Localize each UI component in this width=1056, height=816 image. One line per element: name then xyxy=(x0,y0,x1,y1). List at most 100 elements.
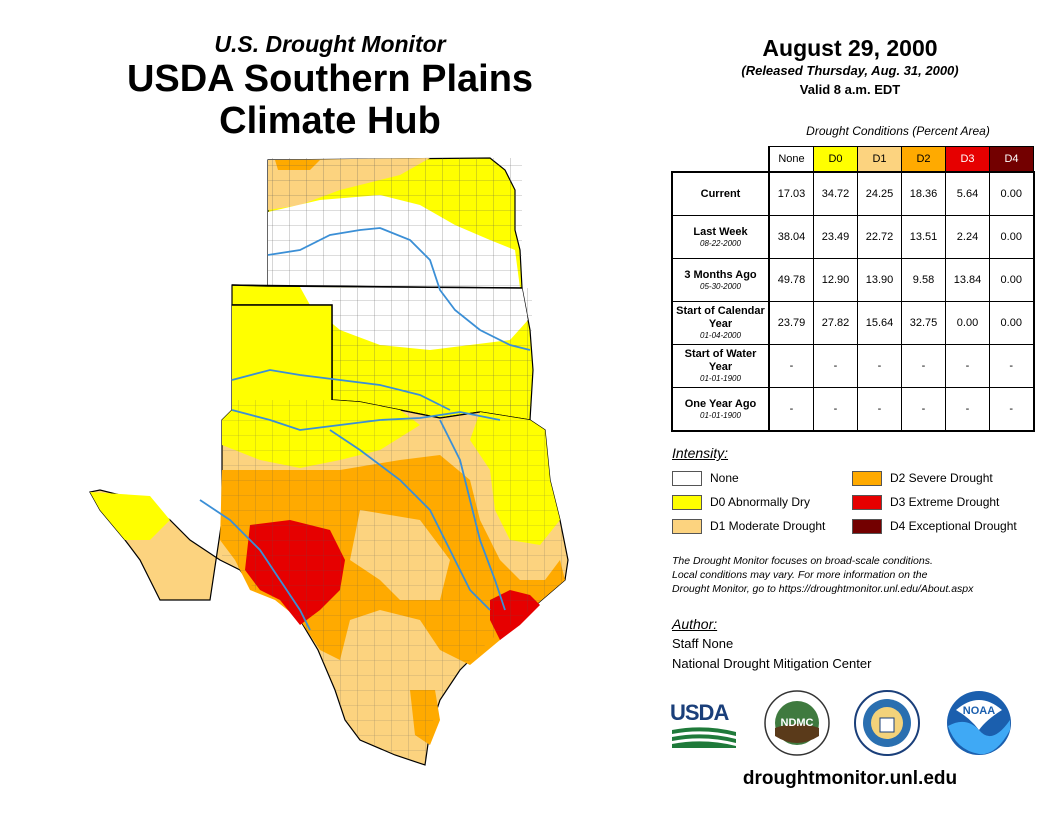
ndmc-logo: NDMC xyxy=(764,690,830,756)
table-cell: 5.64 xyxy=(945,171,990,216)
row-date: 08-22-2000 xyxy=(700,238,741,248)
table-row: 3 Months Ago 05-30-2000 49.78 12.90 13.90… xyxy=(671,258,1035,302)
map-header: U.S. Drought Monitor USDA Southern Plain… xyxy=(80,30,580,142)
table-cell: - xyxy=(901,344,946,388)
legend-item-d1: D1 Moderate Drought xyxy=(672,517,852,535)
row-date: 01-04-2000 xyxy=(700,331,741,340)
row-label: Start of Calendar Year 01-04-2000 xyxy=(671,301,770,345)
row-label-text: Start of Water Year xyxy=(684,348,757,373)
col-d3: D3 xyxy=(945,146,990,173)
oklahoma-county-grid xyxy=(332,288,532,418)
row-label: One Year Ago 01-01-1900 xyxy=(671,387,770,432)
partner-logos: USDA NDMC NOAA xyxy=(670,690,1040,760)
oklahoma-panhandle-border xyxy=(231,284,333,400)
usda-logo-text: USDA xyxy=(670,700,729,725)
table-cell: - xyxy=(901,387,946,432)
row-date: 01-01-1900 xyxy=(700,374,741,383)
map-title-line2: Climate Hub xyxy=(219,100,441,142)
legend-swatch xyxy=(672,470,702,486)
col-d4: D4 xyxy=(989,146,1034,173)
drought-conditions-table: None D0 D1 D2 D3 D4 Current 17.03 34.72 … xyxy=(671,146,1035,432)
table-cell: 23.79 xyxy=(768,301,814,345)
row-label-text: Current xyxy=(700,187,741,200)
table-cell: - xyxy=(813,344,858,388)
canadian-river xyxy=(231,369,451,411)
row-label-text: One Year Ago xyxy=(684,397,757,410)
texas-county-grid xyxy=(222,400,568,765)
table-cell: - xyxy=(989,344,1035,388)
intensity-legend: Intensity: None D2 Severe Drought D0 Abn… xyxy=(672,445,1042,535)
legend-label: None xyxy=(710,471,739,485)
table-cell: - xyxy=(945,344,990,388)
valid-time: Valid 8 a.m. EDT xyxy=(799,82,901,97)
author-block: Author: Staff None National Drought Miti… xyxy=(672,614,1042,674)
table-cell: 9.58 xyxy=(901,258,946,302)
drought-map xyxy=(89,157,569,766)
legend-item-d0: D0 Abnormally Dry xyxy=(672,493,852,511)
legend-label: D4 Exceptional Drought xyxy=(890,519,1017,533)
table-cell: 0.00 xyxy=(989,215,1035,259)
table-cell: 0.00 xyxy=(945,301,990,345)
table-cell: - xyxy=(857,387,902,432)
table-cell: 49.78 xyxy=(768,258,814,302)
note-line: Drought Monitor, go to https://droughtmo… xyxy=(672,583,974,595)
table-cell: 0.00 xyxy=(989,171,1035,216)
legend-item-d2: D2 Severe Drought xyxy=(852,469,1042,487)
colorado-river xyxy=(199,499,311,631)
table-cell: 38.04 xyxy=(768,215,814,259)
table-cell: - xyxy=(813,387,858,432)
row-label: 3 Months Ago 05-30-2000 xyxy=(671,258,770,302)
rivers xyxy=(199,227,531,631)
note-line: The Drought Monitor focuses on broad-sca… xyxy=(672,555,933,567)
table-cell: 27.82 xyxy=(813,301,858,345)
table-cell: 24.25 xyxy=(857,171,902,216)
usda-logo: USDA xyxy=(670,690,738,752)
table-caption: Drought Conditions (Percent Area) xyxy=(806,124,990,138)
legend-swatch xyxy=(852,470,882,486)
texas-west-d0 xyxy=(90,492,170,540)
table-row: One Year Ago 01-01-1900 - - - - - - xyxy=(671,387,1035,432)
table-row: Last Week 08-22-2000 38.04 23.49 22.72 13… xyxy=(671,215,1035,259)
table-cell: - xyxy=(857,344,902,388)
table-header-row: None D0 D1 D2 D3 D4 xyxy=(672,146,1034,173)
row-date: 05-30-2000 xyxy=(700,281,741,291)
table-cell: 0.00 xyxy=(989,301,1035,345)
legend-swatch xyxy=(852,518,882,534)
row-label: Last Week 08-22-2000 xyxy=(671,215,770,259)
table-cell: 34.72 xyxy=(813,171,858,216)
map-subtitle: U.S. Drought Monitor xyxy=(214,31,446,57)
kansas-oklahoma-border xyxy=(267,285,523,289)
col-d1: D1 xyxy=(857,146,902,173)
table-cell: 17.03 xyxy=(768,171,814,216)
legend-label: D2 Severe Drought xyxy=(890,471,993,485)
table-cell: 15.64 xyxy=(857,301,902,345)
table-row: Start of Water Year 01-01-1900 - - - - - … xyxy=(671,344,1035,388)
noaa-logo: NOAA xyxy=(947,691,1011,755)
legend-item-d3: D3 Extreme Drought xyxy=(852,493,1042,511)
author-org: National Drought Mitigation Center xyxy=(672,656,872,671)
table-cell: 13.51 xyxy=(901,215,946,259)
row-date: 01-01-1900 xyxy=(700,410,741,420)
table-cell: 0.00 xyxy=(989,258,1035,302)
legend-swatch xyxy=(672,494,702,510)
table-cell: 32.75 xyxy=(901,301,946,345)
table-corner xyxy=(672,146,770,172)
oklahoma-region xyxy=(231,284,534,421)
table-cell: 13.90 xyxy=(857,258,902,302)
legend-item-d4: D4 Exceptional Drought xyxy=(852,517,1042,535)
red-river xyxy=(231,409,501,431)
legend-label: D0 Abnormally Dry xyxy=(710,495,811,509)
footer-url[interactable]: droughtmonitor.unl.edu xyxy=(742,768,958,789)
map-title-line1: USDA Southern Plains xyxy=(126,58,534,100)
row-label: Start of Water Year 01-01-1900 xyxy=(671,344,770,388)
table-cell: 23.49 xyxy=(813,215,858,259)
kansas-county-grid xyxy=(268,158,522,288)
usda-hills-icon xyxy=(672,727,736,748)
drought-monitor-note: The Drought Monitor focuses on broad-sca… xyxy=(672,554,1042,596)
table-row: Current 17.03 34.72 24.25 18.36 5.64 0.0… xyxy=(671,171,1035,216)
table-cell: 2.24 xyxy=(945,215,990,259)
col-d0: D0 xyxy=(813,146,858,173)
arkansas-river xyxy=(267,227,531,351)
legend-item-none: None xyxy=(672,469,852,487)
legend-label: D3 Extreme Drought xyxy=(890,495,1000,509)
